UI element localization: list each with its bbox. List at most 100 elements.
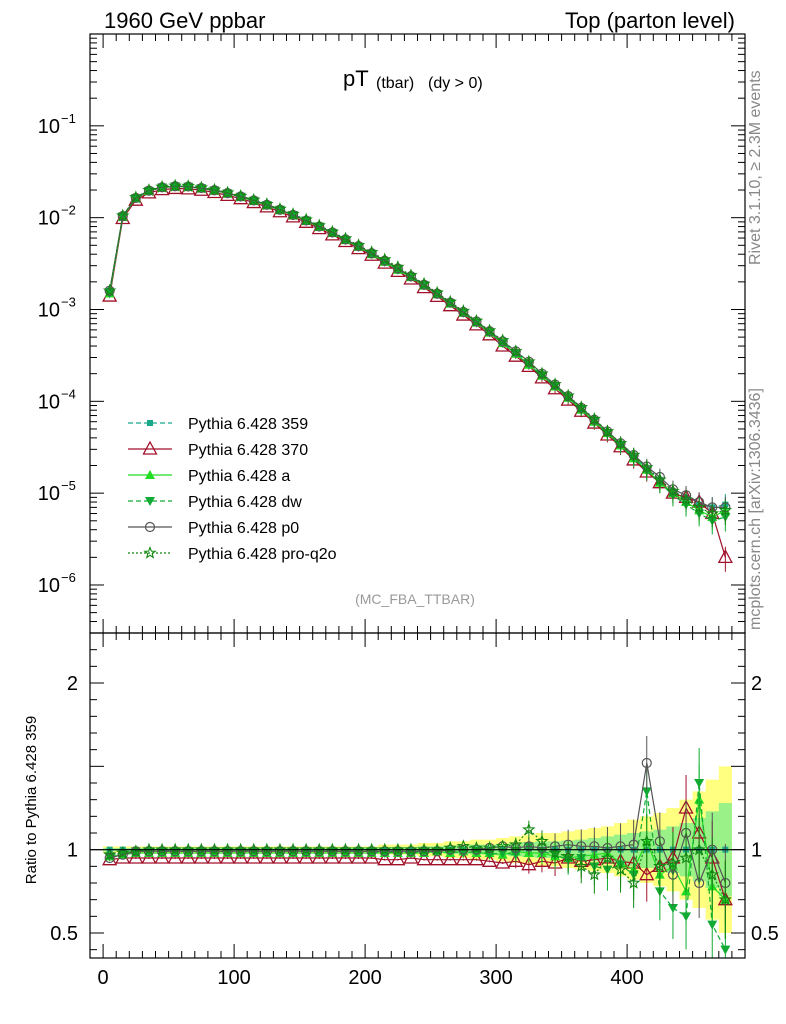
- main-ytick-label: 10: [38, 391, 60, 413]
- main-point: [142, 183, 156, 196]
- ratio-point: [681, 912, 692, 922]
- legend-marker-1: [142, 440, 158, 455]
- ratio-xtick-label: 400: [610, 967, 643, 989]
- legend-marker-3: [145, 497, 155, 506]
- ratio-point: [247, 842, 261, 856]
- main-point: [717, 548, 733, 563]
- ratio-ylabel: Ratio to Pythia 6.428 359: [23, 716, 40, 884]
- ratio-point: [325, 842, 340, 856]
- ratio-point: [417, 842, 431, 856]
- main-point: [207, 182, 222, 196]
- main-point: [220, 185, 235, 199]
- main-point: [155, 179, 169, 193]
- main-point: [522, 354, 536, 368]
- ratio-point: [640, 834, 654, 848]
- ratio-point: [391, 842, 405, 856]
- ratio-point: [653, 859, 667, 873]
- main-series-line-5: [109, 185, 726, 515]
- main-point: [325, 224, 340, 238]
- main-point: [157, 183, 168, 193]
- ratio-point: [497, 849, 508, 858]
- main-point: [392, 263, 403, 274]
- ratio-point: [327, 846, 338, 857]
- main-point: [194, 180, 209, 194]
- ratio-point: [587, 867, 602, 881]
- mcplots-label: mcplots.cern.ch [arXiv:1306.3436]: [747, 388, 764, 630]
- main-ytick-exponent: −4: [61, 386, 76, 401]
- legend-marker-2: [145, 470, 155, 479]
- main-point: [222, 189, 233, 199]
- main-point: [286, 207, 300, 220]
- ratio-point: [404, 842, 418, 856]
- main-point: [366, 248, 377, 259]
- ratio-point: [667, 904, 678, 913]
- main-point: [482, 323, 497, 337]
- main-point: [548, 377, 562, 391]
- ratio-point: [220, 842, 235, 856]
- main-point: [418, 279, 430, 290]
- header-right: Top (parton level): [565, 8, 735, 33]
- ratio-point: [155, 842, 169, 856]
- ratio-point: [484, 850, 495, 860]
- ratio-point: [233, 842, 248, 856]
- main-point: [456, 304, 471, 317]
- main-point: [260, 197, 274, 210]
- main-series-5: [102, 178, 733, 528]
- main-point: [274, 204, 286, 215]
- main-point: [168, 178, 182, 192]
- main-point: [312, 218, 326, 232]
- ratio-point: [102, 847, 117, 861]
- ratio-point: [286, 842, 300, 856]
- ratio-point: [534, 852, 550, 867]
- ratio-point: [248, 846, 259, 857]
- ratio-point: [523, 841, 534, 852]
- main-point: [692, 500, 706, 514]
- main-point: [301, 215, 312, 226]
- ratio-point: [405, 846, 417, 857]
- ratio-ytick-label-right: 0.5: [751, 923, 779, 945]
- main-panel: [102, 178, 733, 572]
- ratio-point: [522, 822, 536, 836]
- legend-label-2: Pythia 6.428 a: [188, 468, 290, 485]
- plot-title-sub2: (dy > 0): [428, 75, 483, 92]
- ratio-point: [353, 846, 364, 857]
- ratio-point: [366, 846, 377, 857]
- ratio-point: [194, 842, 209, 856]
- ratio-point: [207, 842, 222, 856]
- ratio-point: [442, 851, 458, 866]
- main-point: [417, 276, 431, 290]
- main-point: [353, 241, 364, 252]
- ratio-point: [116, 845, 130, 859]
- ratio-point: [641, 787, 652, 797]
- main-point: [484, 326, 495, 337]
- ratio-point: [338, 842, 353, 856]
- ratio-point: [379, 846, 390, 857]
- main-point: [509, 344, 523, 358]
- ratio-ytick-label: 0.5: [50, 923, 78, 945]
- main-point: [129, 190, 143, 204]
- main-point: [430, 285, 444, 299]
- ratio-series-line-3: [109, 782, 726, 950]
- ratio-point: [142, 842, 156, 856]
- main-point: [405, 271, 417, 282]
- main-point: [600, 424, 615, 438]
- header-left: 1960 GeV ppbar: [104, 8, 265, 33]
- ratio-point: [312, 842, 326, 856]
- ratio-point: [707, 920, 718, 930]
- ratio-point: [508, 852, 524, 867]
- ratio-point: [430, 842, 444, 856]
- main-point: [181, 179, 195, 192]
- main-point: [287, 209, 299, 221]
- ratio-point: [209, 846, 220, 857]
- main-point: [183, 182, 194, 192]
- ratio-point: [458, 849, 469, 858]
- main-point: [233, 188, 248, 202]
- main-point: [445, 297, 456, 308]
- main-point: [351, 238, 366, 252]
- main-point: [653, 472, 667, 486]
- main-ytick-exponent: −2: [61, 203, 76, 218]
- main-point: [116, 208, 130, 222]
- ratio-ytick-label-right: 1: [751, 840, 762, 862]
- plot-title-main: pT: [343, 66, 369, 91]
- main-ytick-exponent: −3: [61, 294, 76, 309]
